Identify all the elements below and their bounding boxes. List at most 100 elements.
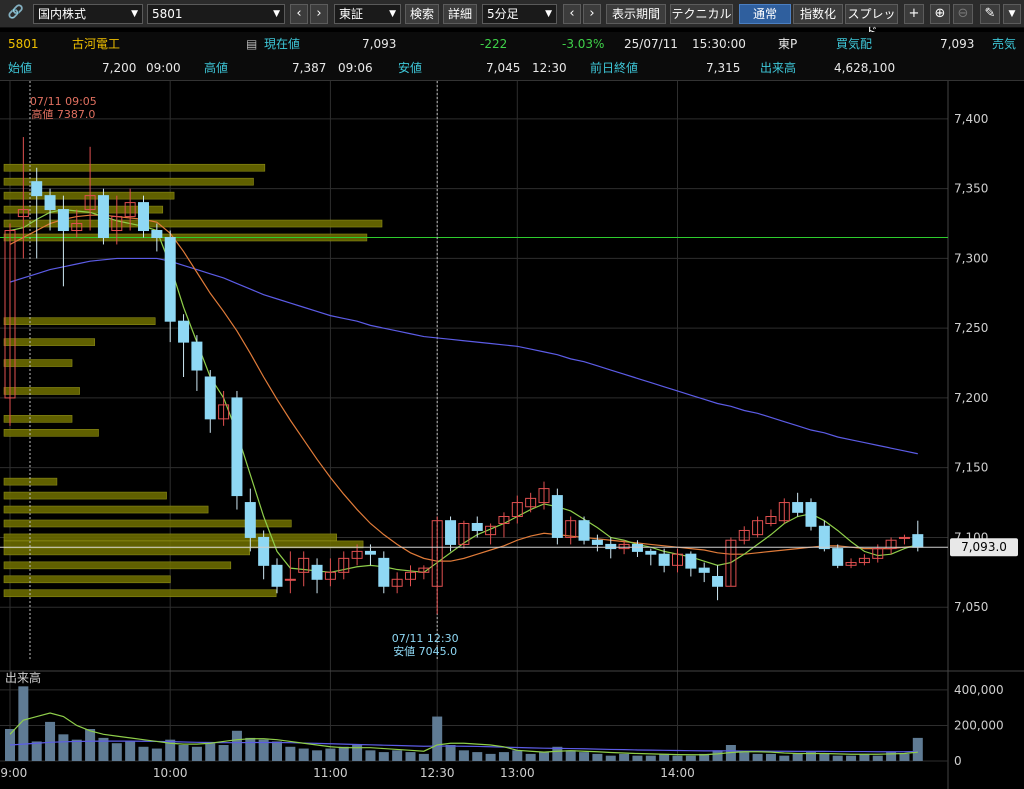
candle-down (191, 341, 203, 371)
candle-down (631, 543, 643, 552)
interval-select-label: 5分足 (487, 7, 519, 21)
exchange-tag: 東P (778, 37, 798, 51)
open-value: 7,200 (102, 61, 137, 75)
index-mode-button[interactable]: 指数化 (793, 4, 843, 24)
candle-up (752, 520, 764, 536)
candle-up (351, 550, 363, 559)
search-button[interactable]: 検索 (405, 4, 439, 24)
pencil-icon[interactable]: ✎ (980, 4, 1000, 24)
volume-bar (191, 746, 202, 761)
quote-time: 15:30:00 (692, 37, 746, 51)
candle-up (324, 571, 336, 580)
chevron-down-icon: ▼ (273, 9, 280, 19)
normal-mode-button[interactable]: 通常 (739, 4, 791, 24)
prev-code-button[interactable]: ‹ (290, 4, 308, 24)
display-period-button[interactable]: 表示期間 (606, 4, 666, 24)
draw-menu-chevron-icon[interactable]: ▼ (1003, 4, 1021, 24)
volume-bar (231, 730, 242, 761)
prev-close-label: 前日終値 (590, 61, 639, 75)
candle-down (912, 534, 924, 548)
y-tick-label: 7,400 (954, 112, 988, 126)
open-label: 始値 (8, 61, 33, 75)
volume-bar (632, 755, 643, 761)
candle-down (44, 195, 56, 211)
volume-bar (498, 752, 509, 761)
volume-bar (338, 746, 349, 761)
current-price-badge (950, 538, 1018, 557)
y-tick-label: 7,350 (954, 182, 988, 196)
candle-down (471, 522, 483, 531)
volume-bar (592, 753, 603, 761)
volume-profile-bar (3, 491, 167, 500)
price-chart[interactable]: 7,4007,3507,3007,2507,2007,1507,1007,050… (0, 81, 1024, 789)
x-tick-label: 10:00 (153, 766, 188, 780)
candle-down (244, 502, 256, 538)
chart-area[interactable]: 7,400 7,350 7,300 7,250 7,200 7,150 7,100 7,050… (0, 80, 1024, 789)
volume-bar (619, 753, 630, 761)
zoom-in-icon[interactable]: ⊕ (930, 4, 950, 24)
quote-row-1: 5801 古河電工 ▤ 現在値 7,093 -222 -3.03% 25/07/… (0, 32, 1024, 56)
candle-down (178, 320, 190, 343)
current-price: 7,093 (362, 37, 397, 51)
candle-down (57, 209, 69, 232)
candle-down (378, 557, 390, 587)
volume-y-tick-label: 400,000 (954, 683, 1004, 697)
candle-up (672, 553, 683, 566)
candle-up (284, 578, 296, 581)
volume-bar (178, 745, 189, 761)
prev-period-button[interactable]: ‹ (563, 4, 581, 24)
volume-bar (752, 753, 763, 761)
volume-bar (886, 752, 897, 761)
market-select[interactable]: 国内株式 ▼ (33, 4, 143, 24)
volume-bar (699, 753, 710, 761)
candle-up (71, 223, 83, 232)
detail-button[interactable]: 詳細 (443, 4, 477, 24)
toolbar: 🔗 国内株式 ▼ 5801 ▼ ‹ › 東証 ▼ 検索 詳細 5分足 ▼ ‹ ›… (0, 0, 1024, 39)
volume-bar (85, 729, 96, 761)
code-input-value: 5801 (152, 7, 183, 21)
candle-up (111, 216, 123, 232)
volume-bar (712, 750, 723, 761)
next-period-button[interactable]: › (583, 4, 601, 24)
volume-bar (552, 746, 563, 761)
chevron-down-icon: ▼ (131, 9, 138, 19)
candle-down (138, 202, 149, 232)
volume-bar (779, 755, 790, 761)
volume-bar (125, 741, 136, 761)
candle-up (298, 557, 310, 573)
volume-profile-bar (3, 177, 254, 186)
ma-mid-line (9, 214, 918, 562)
zoom-out-icon[interactable]: ⊖ (953, 4, 973, 24)
volume-bar (832, 755, 843, 761)
technical-button[interactable]: テクニカル (670, 4, 733, 24)
next-code-button[interactable]: › (310, 4, 328, 24)
high-time: 09:06 (338, 61, 373, 75)
volume-bar (205, 743, 216, 761)
high-annotation-value: 高値 7387.0 (31, 107, 95, 121)
add-icon[interactable]: + (904, 4, 924, 24)
ma-short-line (9, 208, 918, 573)
volume-bar (98, 737, 109, 761)
link-icon[interactable]: 🔗 (7, 5, 25, 20)
candle-up (738, 529, 750, 541)
interval-select[interactable]: 5分足 ▼ (482, 4, 557, 24)
volume-bar (445, 745, 456, 761)
price-change-pct: -3.03% (562, 37, 605, 51)
volume-profile-bar (3, 429, 99, 437)
code-input[interactable]: 5801 ▼ (147, 4, 285, 24)
volume-bar (258, 739, 269, 761)
candle-up (885, 539, 897, 550)
exchange-select[interactable]: 東証 ▼ (334, 4, 401, 24)
market-select-label: 国内株式 (38, 7, 87, 21)
candle-up (565, 520, 577, 538)
candle-up (17, 209, 29, 218)
volume-bar (819, 753, 830, 761)
candle-down (151, 230, 163, 238)
candle-up (898, 536, 910, 539)
volume-bar (672, 755, 683, 761)
volume-bar (525, 753, 536, 761)
volume-bar (806, 752, 816, 761)
board-icon: ▤ (246, 37, 258, 51)
volume-profile-bar (3, 547, 250, 556)
spread-mode-button[interactable]: スプレッド (845, 4, 898, 39)
